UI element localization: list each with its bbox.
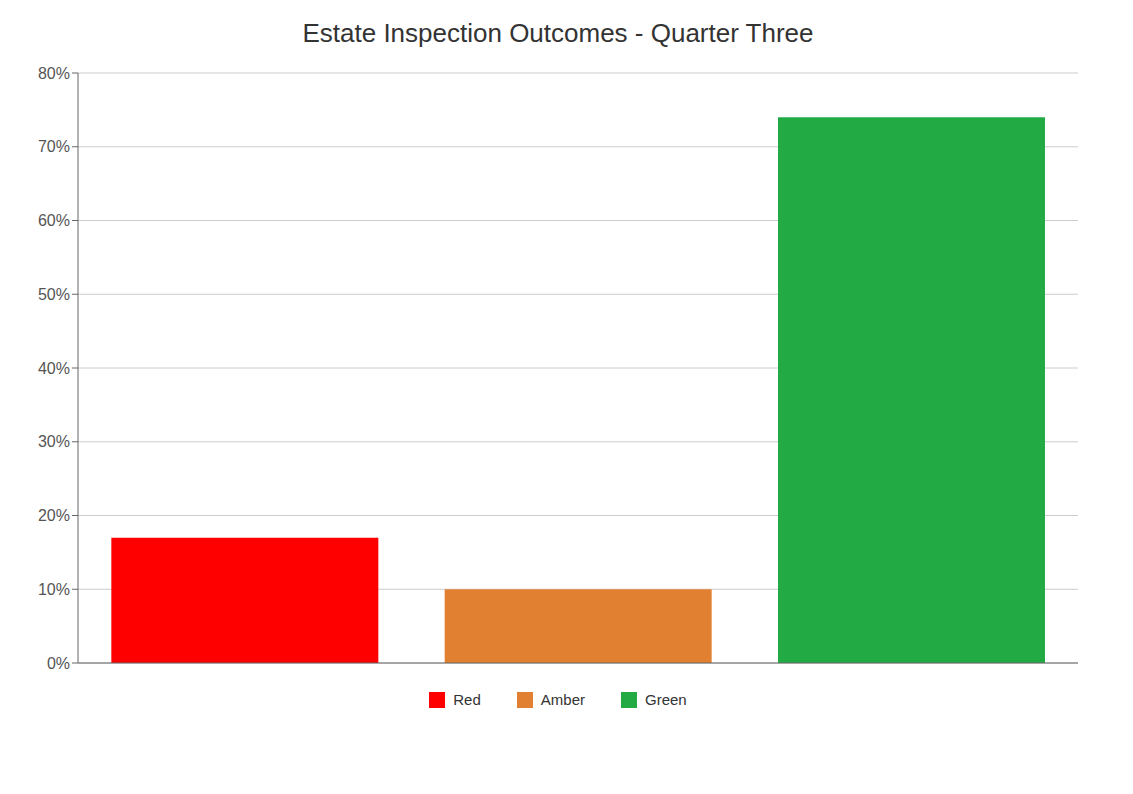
svg-text:30%: 30% bbox=[38, 433, 70, 450]
svg-text:20%: 20% bbox=[38, 507, 70, 524]
svg-text:40%: 40% bbox=[38, 360, 70, 377]
svg-text:70%: 70% bbox=[38, 138, 70, 155]
svg-text:80%: 80% bbox=[38, 65, 70, 82]
svg-text:60%: 60% bbox=[38, 212, 70, 229]
html-text:Red: Red bbox=[453, 691, 481, 708]
html-text:Estate Inspection Outcomes - Q: Estate Inspection Outcomes - Quarter Thr… bbox=[302, 18, 814, 48]
html-text:Amber: Amber bbox=[540, 691, 585, 708]
svg-text:50%: 50% bbox=[38, 286, 70, 303]
html-text:Green: Green bbox=[645, 691, 687, 708]
svg-text:0%: 0% bbox=[47, 655, 70, 672]
svg-text:10%: 10% bbox=[38, 581, 70, 598]
